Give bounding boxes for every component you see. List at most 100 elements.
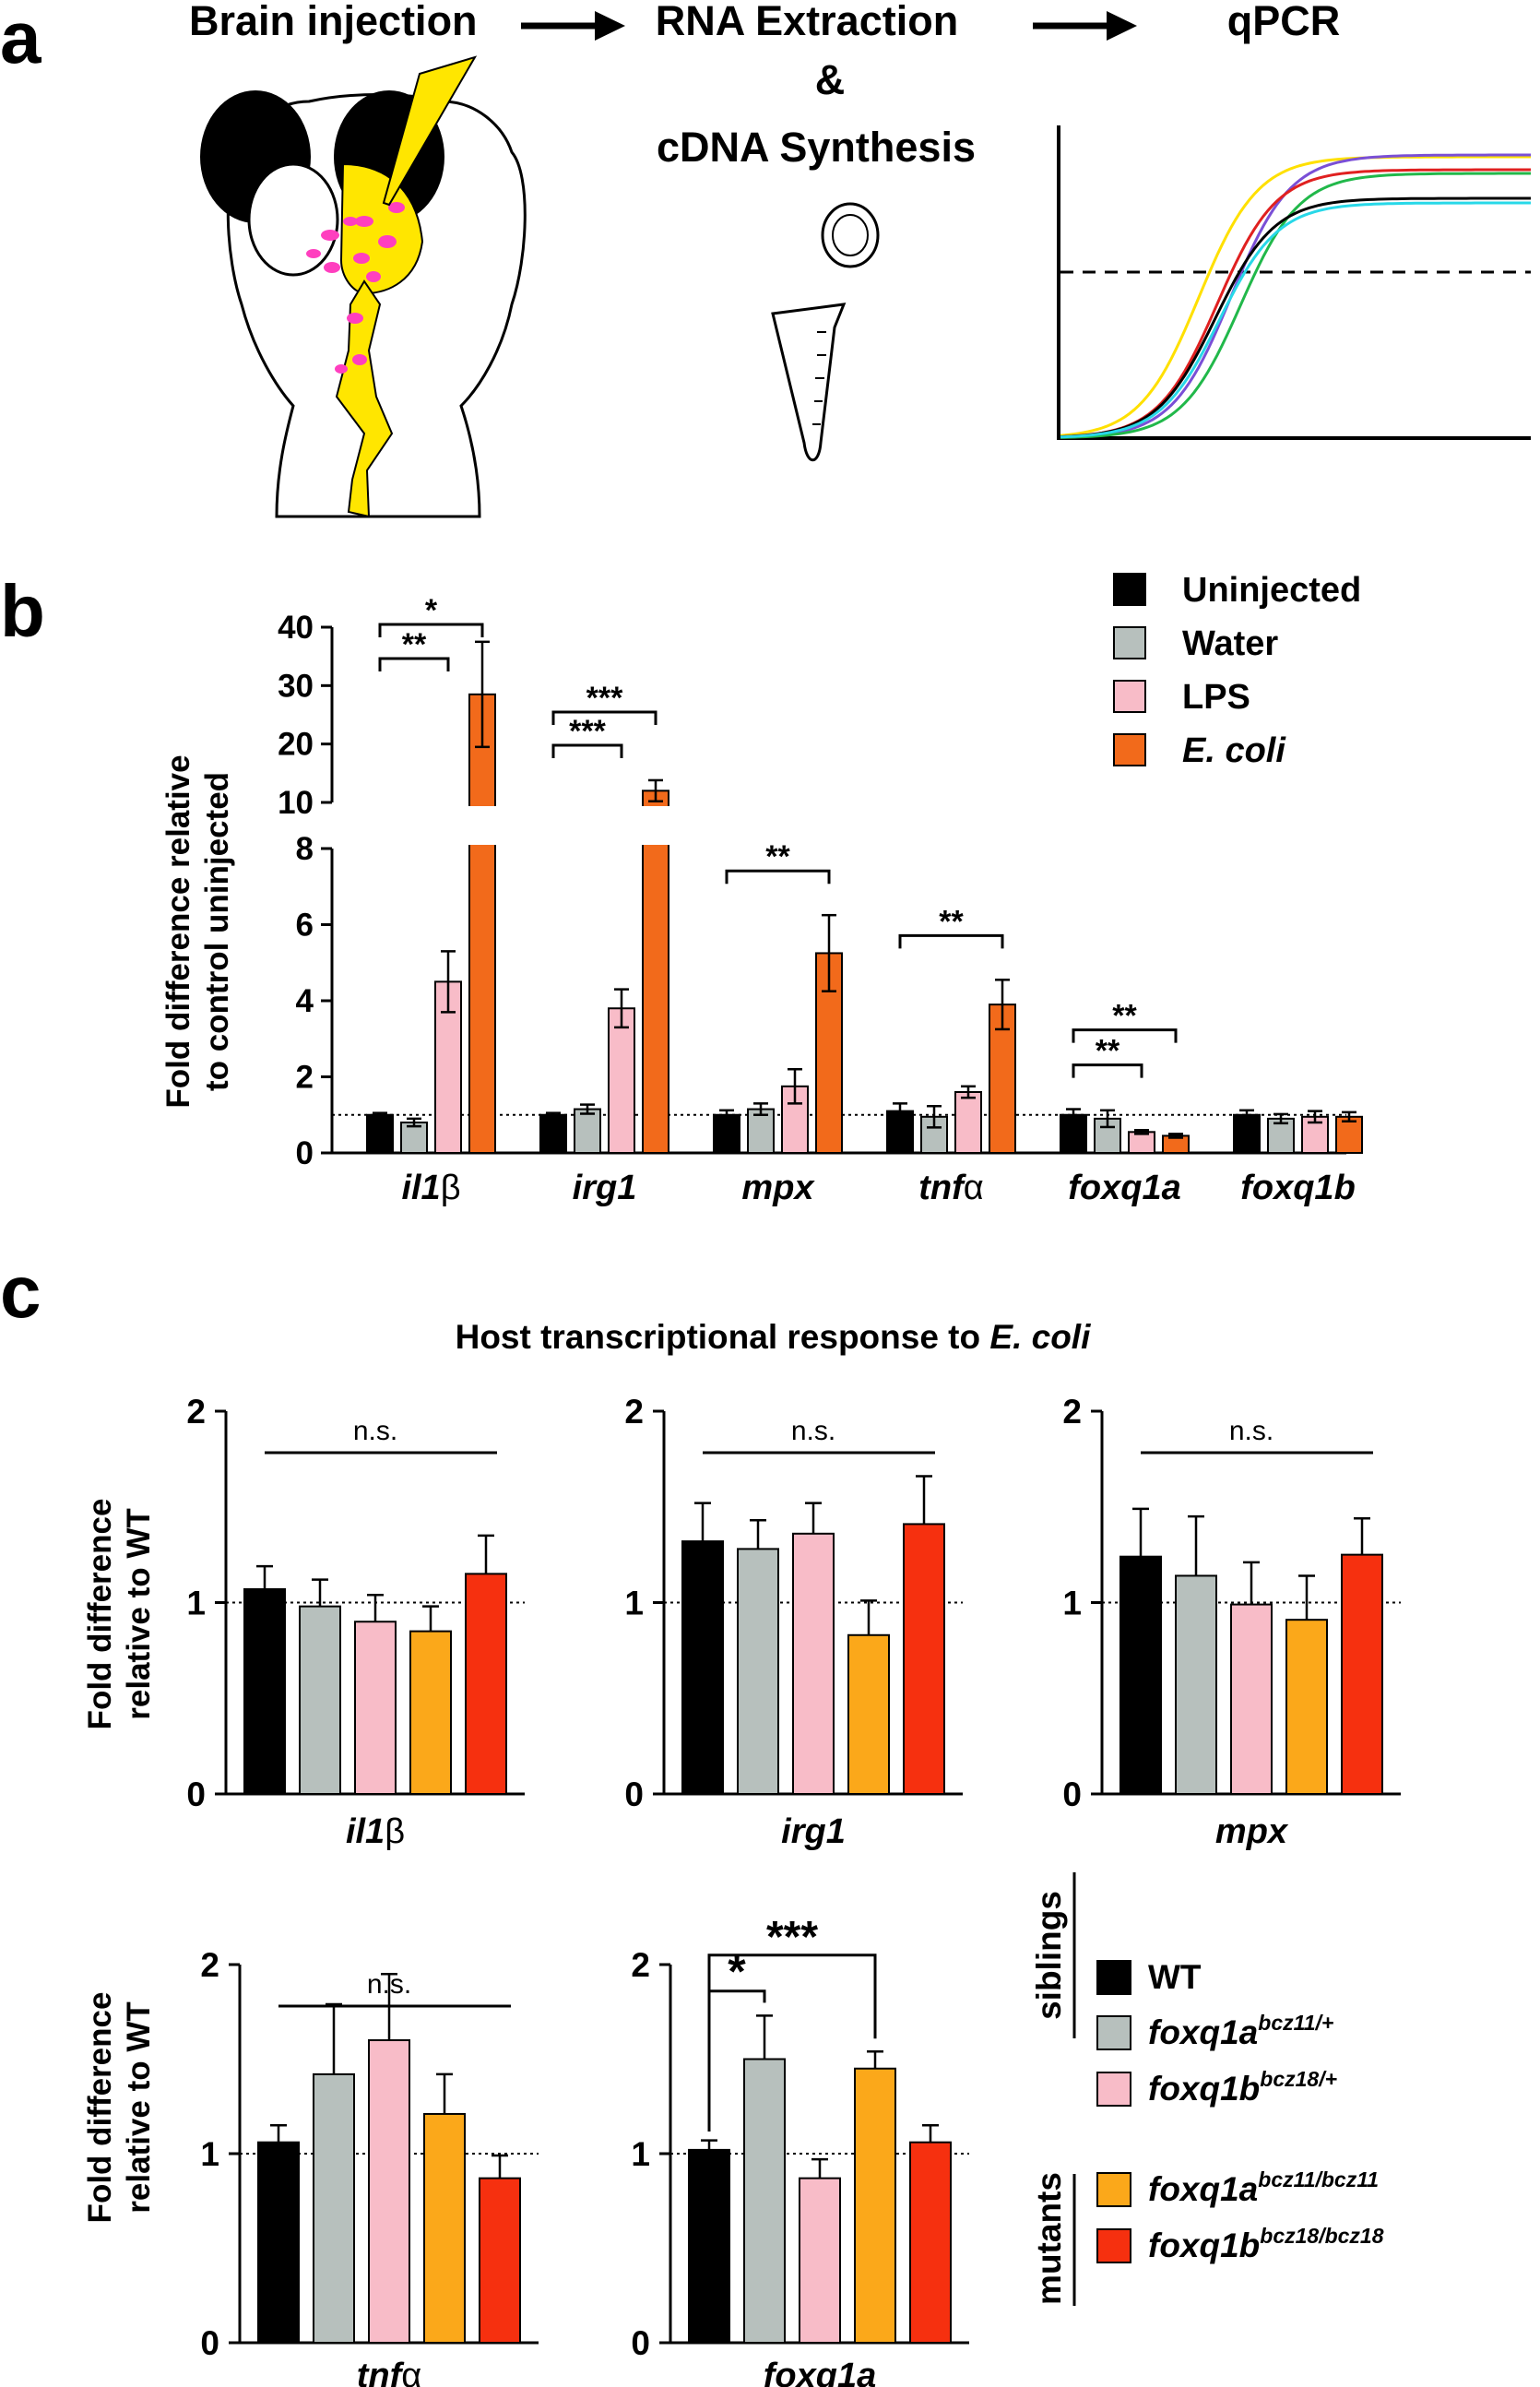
bar bbox=[400, 1122, 428, 1154]
legend-swatch bbox=[1113, 573, 1146, 606]
significance-bracket bbox=[725, 869, 831, 885]
legend-label: foxq1bbcz18/bcz18 bbox=[1148, 2224, 1384, 2264]
y-tick-label: 0 bbox=[631, 2324, 650, 2362]
bar bbox=[743, 2058, 786, 2344]
y-tick-label: 0 bbox=[1062, 1775, 1082, 1813]
bar bbox=[539, 1113, 567, 1154]
significance-bracket bbox=[898, 933, 1004, 949]
bar bbox=[354, 1621, 397, 1795]
panel-a-letter: a bbox=[0, 0, 41, 78]
step-qpcr: qPCR bbox=[1227, 0, 1341, 44]
legend-label: Water bbox=[1182, 624, 1278, 663]
y-tick-label: 1 bbox=[186, 1585, 206, 1622]
bar bbox=[854, 2067, 896, 2344]
panel-b-ylabel-line1: Fold difference relative bbox=[160, 754, 196, 1108]
bar bbox=[366, 1113, 394, 1154]
y-tick-label: 1 bbox=[624, 1585, 644, 1622]
y-tick-label: 8 bbox=[296, 831, 314, 867]
legend-swatch bbox=[1113, 680, 1146, 713]
bar bbox=[465, 1573, 507, 1795]
legend-label: foxq1abcz11/+ bbox=[1148, 2011, 1333, 2051]
legend-swatch bbox=[1096, 2172, 1131, 2207]
siblings-label: siblings bbox=[1030, 1891, 1068, 2020]
y-tick-label: 2 bbox=[296, 1060, 314, 1096]
y-tick-label: 4 bbox=[296, 983, 314, 1019]
ns-label: n.s. bbox=[1229, 1416, 1273, 1446]
x-gene-label: tnfα bbox=[357, 2357, 422, 2387]
zebrafish-head-illustration bbox=[200, 55, 527, 518]
bar bbox=[1119, 1555, 1162, 1795]
bar bbox=[1175, 1574, 1217, 1795]
panel-b-letter: b bbox=[0, 570, 45, 652]
chart-mpx: 0 1 2 mpx n.s. bbox=[1062, 1393, 1401, 1851]
charts-panel-c: 0 1 2 il1β n.s. 0 1 2 irg1 n.s. 0 1 2 mpx n.s. 0 1 2 tnfα n… bbox=[186, 1393, 1401, 2387]
bar bbox=[257, 2141, 300, 2344]
panel-c-row2-ylabel-line1: Fold difference bbox=[82, 1992, 118, 2224]
significance-label: ** bbox=[1112, 999, 1137, 1034]
chart-panel-b: 0 2 4 6 8 10 20 30 40 il1β irg1 mpx tnfα foxq1a foxq1b… bbox=[278, 593, 1363, 1207]
y-tick-label: 0 bbox=[200, 2324, 219, 2362]
legend-label: WT bbox=[1148, 1958, 1202, 1996]
significance-label: *** bbox=[766, 1913, 818, 1962]
y-tick-label: 0 bbox=[186, 1775, 206, 1813]
bar bbox=[1341, 1553, 1383, 1795]
step-cdna-synthesis: cDNA Synthesis bbox=[657, 124, 976, 171]
qpcr-amplification-plot bbox=[1057, 125, 1531, 440]
y-tick-label: 1 bbox=[631, 2135, 650, 2173]
x-gene-label: mpx bbox=[1215, 1812, 1289, 1851]
chart-tnfα: 0 1 2 tnfα n.s. bbox=[200, 1946, 539, 2387]
bar bbox=[1285, 1619, 1328, 1796]
x-category-label: il1β bbox=[401, 1169, 460, 1207]
significance-label: ** bbox=[402, 627, 427, 662]
bar bbox=[688, 2148, 730, 2344]
y-tick-label: 1 bbox=[1062, 1585, 1082, 1622]
legend-swatch bbox=[1113, 733, 1146, 766]
panel-b: b Fold difference relative to control un… bbox=[0, 570, 1363, 1207]
significance-bracket bbox=[551, 710, 657, 725]
bar bbox=[781, 1085, 809, 1154]
bar bbox=[909, 2141, 952, 2344]
injection-needle-icon bbox=[382, 55, 478, 207]
y-tick-label: 30 bbox=[278, 668, 314, 704]
significance-bracket bbox=[378, 657, 450, 671]
significance-label: * bbox=[425, 593, 438, 628]
bar bbox=[847, 1633, 890, 1796]
arrow-icon bbox=[521, 11, 625, 41]
bar bbox=[1233, 1113, 1261, 1154]
x-gene-label: irg1 bbox=[781, 1812, 846, 1851]
panel-c: c Host transcriptional response to E. co… bbox=[0, 1251, 1401, 2387]
significance-bracket bbox=[1072, 1028, 1178, 1043]
y-tick-label: 2 bbox=[1062, 1393, 1082, 1431]
legend-label: LPS bbox=[1182, 678, 1250, 717]
significance-label: ** bbox=[1096, 1034, 1120, 1069]
bar bbox=[1230, 1603, 1273, 1795]
legend-panel-c: siblings mutants WT foxq1abcz11/+ foxq1bbc… bbox=[1030, 1872, 1384, 2306]
bar bbox=[313, 2072, 355, 2344]
bar bbox=[747, 1108, 775, 1154]
significance-label: *** bbox=[569, 714, 606, 749]
significance-label: ** bbox=[939, 904, 964, 939]
panel-c-row1-ylabel-line1: Fold difference bbox=[82, 1499, 118, 1730]
bar bbox=[479, 2177, 521, 2344]
x-gene-label: il1β bbox=[346, 1812, 405, 1851]
legend-swatch bbox=[1096, 1960, 1131, 1995]
y-tick-label: 2 bbox=[186, 1393, 206, 1431]
x-category-label: mpx bbox=[741, 1169, 815, 1207]
tube-icon bbox=[771, 202, 880, 462]
legend-swatch bbox=[1096, 2072, 1131, 2107]
panel-c-letter: c bbox=[0, 1251, 41, 1333]
legend-swatch bbox=[1096, 2228, 1131, 2263]
bar bbox=[409, 1630, 452, 1795]
significance-label: *** bbox=[586, 681, 623, 716]
legend-label: foxq1bbcz18/+ bbox=[1148, 2067, 1337, 2108]
x-gene-label: foxq1a bbox=[764, 2357, 876, 2387]
bar bbox=[1128, 1131, 1155, 1154]
panel-c-row2-ylabel-line2: relative to WT bbox=[121, 2001, 157, 2213]
bar bbox=[243, 1587, 286, 1795]
panel-c-title: Host transcriptional response to E. coli bbox=[456, 1318, 1091, 1356]
bar bbox=[792, 1532, 835, 1796]
x-category-label: foxq1a bbox=[1068, 1169, 1180, 1207]
bar bbox=[903, 1523, 945, 1796]
y-tick-label: 40 bbox=[278, 610, 314, 646]
